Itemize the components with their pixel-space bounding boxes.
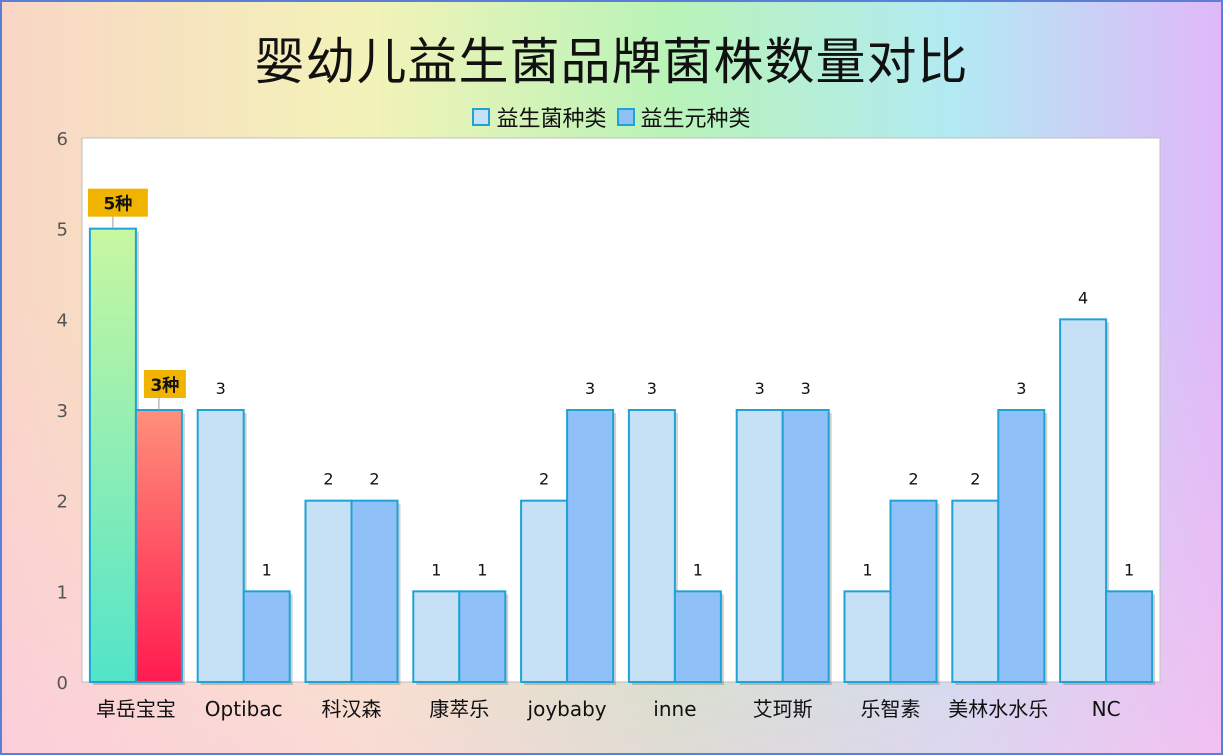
bar-probiotic bbox=[627, 409, 676, 683]
bar-prebiotic bbox=[889, 499, 938, 683]
data-label: 2 bbox=[323, 470, 333, 489]
bar-probiotic bbox=[1059, 318, 1108, 683]
data-label: 3 bbox=[216, 379, 226, 398]
x-tick-label: 科汉森 bbox=[322, 697, 382, 721]
legend-swatch-probiotic bbox=[472, 108, 491, 126]
highlight-label-bg bbox=[143, 370, 186, 398]
y-tick-label: 6 bbox=[57, 129, 68, 150]
data-label: 5种 bbox=[103, 194, 132, 215]
y-tick-label: 4 bbox=[57, 310, 68, 331]
bar-probiotic bbox=[843, 590, 892, 683]
y-tick-label: 2 bbox=[57, 492, 68, 513]
x-tick-label: Optibac bbox=[205, 697, 283, 721]
chart-title: 婴幼儿益生菌品牌菌株数量对比 bbox=[254, 33, 969, 91]
y-tick-label: 5 bbox=[57, 220, 68, 241]
bar-prebiotic bbox=[997, 409, 1046, 683]
bar-prebiotic bbox=[1105, 590, 1154, 683]
legend-swatch-prebiotic bbox=[616, 108, 635, 126]
data-label: 1 bbox=[431, 560, 441, 579]
bar-prebiotic bbox=[566, 409, 615, 683]
data-label: 2 bbox=[369, 470, 379, 489]
bar-probiotic bbox=[412, 590, 461, 683]
bar-prebiotic bbox=[673, 590, 722, 683]
highlight-label-bg bbox=[87, 188, 148, 217]
bar-prebiotic bbox=[781, 409, 830, 683]
data-label: 3种 bbox=[150, 375, 179, 396]
data-label: 3 bbox=[801, 379, 811, 398]
bar-prebiotic bbox=[350, 499, 399, 683]
data-label: 2 bbox=[970, 470, 980, 489]
data-label: 3 bbox=[1016, 379, 1026, 398]
bar-probiotic bbox=[88, 227, 137, 684]
data-label: 2 bbox=[908, 470, 918, 489]
bar-prebiotic bbox=[242, 590, 291, 683]
data-label: 1 bbox=[1124, 560, 1134, 579]
bar-probiotic bbox=[735, 409, 784, 683]
legend-label-probiotic: 益生菌种类 bbox=[496, 107, 607, 132]
x-tick-label: NC bbox=[1092, 697, 1121, 721]
x-tick-label: 康萃乐 bbox=[429, 697, 489, 721]
data-label: 2 bbox=[539, 470, 549, 489]
bar-prebiotic bbox=[134, 409, 183, 683]
data-label: 1 bbox=[262, 560, 272, 579]
data-label: 3 bbox=[755, 379, 765, 398]
x-tick-label: joybaby bbox=[527, 697, 607, 721]
data-label: 3 bbox=[647, 379, 657, 398]
x-tick-label: 卓岳宝宝 bbox=[96, 697, 176, 721]
y-tick-label: 0 bbox=[57, 673, 68, 694]
bar-probiotic bbox=[196, 409, 245, 683]
y-tick-label: 3 bbox=[57, 401, 68, 422]
x-tick-label: inne bbox=[653, 697, 696, 721]
bar-prebiotic bbox=[458, 590, 507, 683]
legend: 益生菌种类 益生元种类 bbox=[0, 101, 1223, 133]
legend-item-probiotic: 益生菌种类 bbox=[472, 101, 607, 133]
y-tick-label: 1 bbox=[57, 582, 68, 603]
bar-probiotic bbox=[304, 499, 353, 683]
data-label: 3 bbox=[585, 379, 595, 398]
x-tick-label: 艾珂斯 bbox=[753, 697, 813, 721]
data-label: 1 bbox=[693, 560, 703, 579]
x-tick-label: 美林水水乐 bbox=[948, 697, 1048, 721]
data-label: 4 bbox=[1078, 288, 1088, 307]
legend-item-prebiotic: 益生元种类 bbox=[616, 101, 751, 133]
data-label: 1 bbox=[477, 560, 487, 579]
x-tick-label: 乐智素 bbox=[861, 697, 921, 721]
bar-probiotic bbox=[951, 499, 1000, 683]
bar-probiotic bbox=[520, 499, 569, 683]
data-label: 1 bbox=[862, 560, 872, 579]
legend-label-prebiotic: 益生元种类 bbox=[640, 107, 751, 132]
